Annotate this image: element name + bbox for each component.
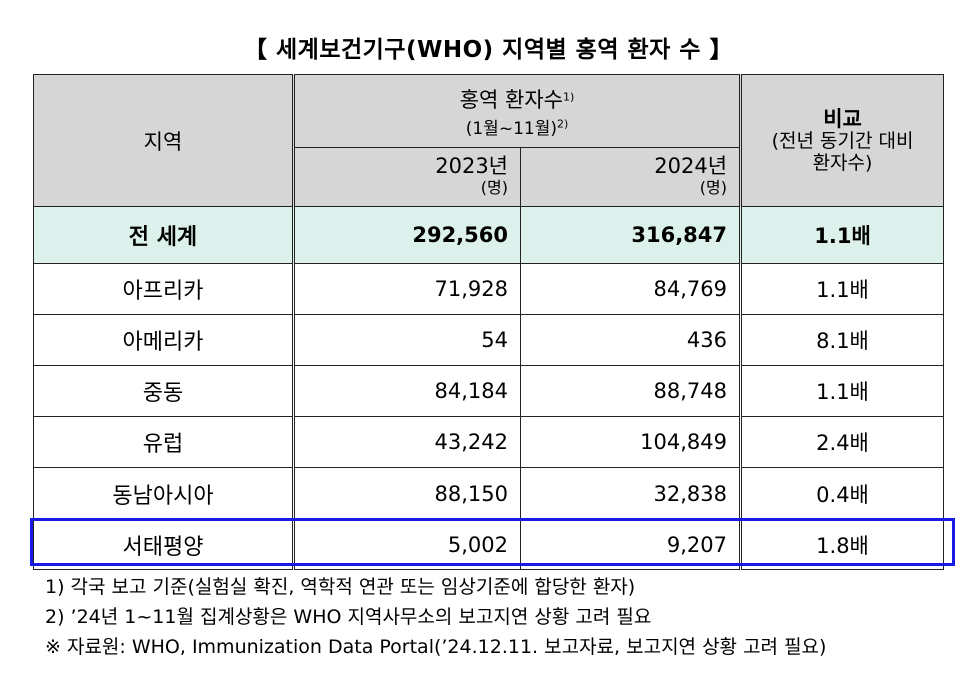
region-cell: 동남아시아 bbox=[33, 467, 295, 520]
ratio-cell: 0.4배 bbox=[739, 467, 945, 520]
table-row: 유럽 43,242 104,849 2.4배 bbox=[33, 416, 945, 468]
region-cell: 유럽 bbox=[33, 416, 295, 468]
cases-2023-cell: 43,242 bbox=[293, 416, 521, 468]
ratio-cell: 1.1배 bbox=[739, 206, 945, 264]
region-cell: 전 세계 bbox=[33, 206, 295, 264]
cases-2023-cell: 292,560 bbox=[293, 206, 521, 264]
ratio-cell: 1.8배 bbox=[739, 519, 945, 570]
region-header: 지역 bbox=[33, 74, 295, 207]
table-row: 동남아시아 88,150 32,838 0.4배 bbox=[33, 467, 945, 520]
compare-header-sub-1: (전년 동기간 대비 bbox=[771, 129, 914, 152]
ratio-cell: 1.1배 bbox=[739, 365, 945, 417]
cases-header-footnote: 1) bbox=[563, 90, 575, 104]
footnote-1: 1) 각국 보고 기준(실험실 확진, 역학적 연관 또는 임상기준에 합당한 … bbox=[45, 576, 636, 598]
region-cell: 아메리카 bbox=[33, 314, 295, 366]
year-2023-label: 2023년 bbox=[435, 154, 508, 178]
header-row-1: 지역 홍역 환자수1) (1월~11월)2) 비교 (전년 동기간 대비 환자수… bbox=[33, 74, 945, 207]
period-footnote: 2) bbox=[556, 117, 569, 131]
header-row-2: 2023년 (명) 2024년 (명) bbox=[34, 147, 944, 207]
ratio-cell: 8.1배 bbox=[739, 314, 945, 366]
compare-header-label: 비교 bbox=[823, 106, 862, 131]
year-2023-header: 2023년 (명) bbox=[293, 147, 521, 207]
period-label: (1월~11월) bbox=[465, 118, 557, 139]
region-cell: 아프리카 bbox=[33, 263, 295, 315]
table-row: 중동 84,184 88,748 1.1배 bbox=[33, 365, 945, 417]
cases-group-header: 홍역 환자수1) (1월~11월)2) bbox=[292, 74, 742, 148]
cases-2024-cell: 84,769 bbox=[519, 263, 742, 315]
cases-2023-cell: 5,002 bbox=[293, 519, 521, 570]
measles-cases-table: 지역 홍역 환자수1) (1월~11월)2) 비교 (전년 동기간 대비 환자수… bbox=[33, 74, 945, 570]
cases-2023-cell: 71,928 bbox=[293, 263, 521, 315]
footnote-2: 2) ’24년 1~11월 집계상황은 WHO 지역사무소의 보고지연 상황 고… bbox=[45, 606, 652, 628]
year-2024-header: 2024년 (명) bbox=[519, 147, 742, 207]
region-cell: 서태평양 bbox=[33, 519, 295, 570]
year-2024-label: 2024년 bbox=[654, 154, 728, 178]
cases-2024-cell: 32,838 bbox=[519, 467, 742, 520]
page-title: 【 세계보건기구(WHO) 지역별 홍역 환자 수 】 bbox=[244, 37, 733, 63]
table-row-highlighted: 서태평양 5,002 9,207 1.8배 bbox=[33, 519, 945, 570]
cases-2023-cell: 84,184 bbox=[293, 365, 521, 417]
compare-header-sub-2: 환자수) bbox=[812, 151, 873, 174]
region-cell: 중동 bbox=[33, 365, 295, 417]
cases-2024-cell: 88,748 bbox=[519, 365, 742, 417]
cases-2024-cell: 9,207 bbox=[519, 519, 742, 570]
ratio-cell: 1.1배 bbox=[739, 263, 945, 315]
source-note: ※ 자료원: WHO, Immunization Data Portal(’24… bbox=[45, 636, 827, 658]
year-2024-unit: (명) bbox=[699, 178, 728, 197]
compare-header: 비교 (전년 동기간 대비 환자수) bbox=[739, 74, 945, 207]
ratio-cell: 2.4배 bbox=[739, 416, 945, 468]
table-row: 아메리카 54 436 8.1배 bbox=[33, 314, 945, 366]
cases-header-label: 홍역 환자수 bbox=[459, 87, 563, 112]
cases-2023-cell: 88,150 bbox=[293, 467, 521, 520]
year-2023-unit: (명) bbox=[480, 178, 508, 197]
table-row: 아프리카 71,928 84,769 1.1배 bbox=[33, 263, 945, 315]
cases-2023-cell: 54 bbox=[293, 314, 521, 366]
footnotes: 1) 각국 보고 기준(실험실 확진, 역학적 연관 또는 임상기준에 합당한 … bbox=[45, 572, 826, 662]
cases-2024-cell: 316,847 bbox=[519, 206, 742, 264]
cases-2024-cell: 436 bbox=[519, 314, 742, 366]
table-row-world: 전 세계 292,560 316,847 1.1배 bbox=[33, 206, 945, 264]
cases-2024-cell: 104,849 bbox=[519, 416, 742, 468]
